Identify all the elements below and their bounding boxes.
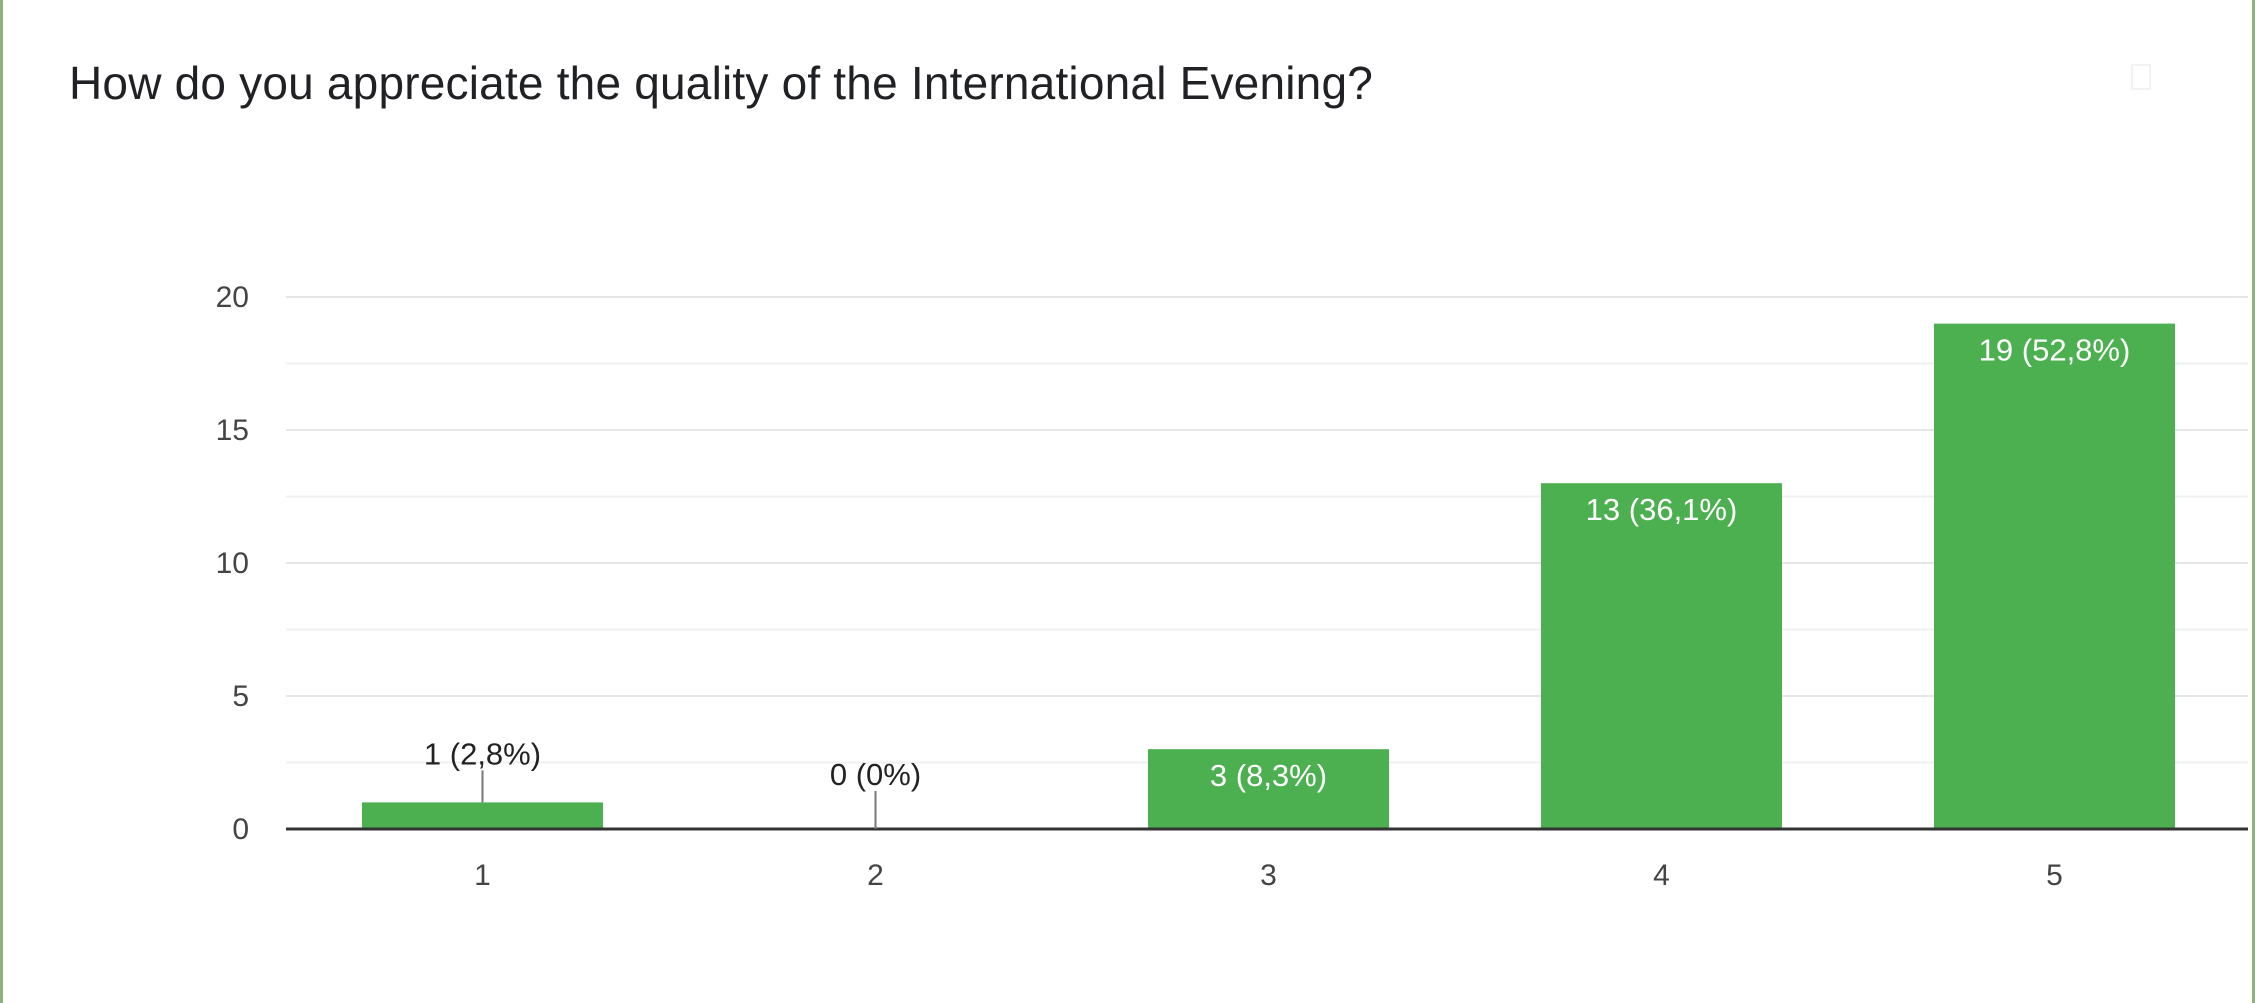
data-label: 13 (36,1%) (1586, 492, 1738, 527)
bars (362, 323, 2175, 829)
x-axis-ticks: 1 2 3 4 5 (474, 859, 2063, 892)
y-axis-ticks: 0 5 10 15 20 (216, 281, 249, 846)
data-label: 19 (52,8%) (1979, 333, 2131, 368)
bar-4[interactable] (1541, 483, 1782, 829)
gridlines (286, 296, 2248, 764)
x-tick-label: 5 (2046, 859, 2063, 892)
y-tick-label: 15 (216, 414, 249, 447)
y-tick-label: 20 (216, 281, 249, 314)
bar-5[interactable] (1934, 323, 2175, 829)
copy-chart-icon[interactable] (2131, 64, 2151, 90)
bar-3[interactable] (1148, 749, 1389, 829)
question-title: How do you appreciate the quality of the… (69, 57, 1374, 109)
x-tick-label: 3 (1260, 859, 1277, 892)
x-tick-label: 1 (474, 859, 491, 892)
data-labels: 1 (2,8%) 0 (0%) 3 (8,3%) 13 (36,1%) 19 (52,8… (424, 333, 2130, 829)
y-tick-label: 0 (232, 813, 249, 846)
x-tick-label: 4 (1653, 859, 1670, 892)
bar-chart: 0 5 10 15 20 1 2 3 4 5 1 (2,8%) 0 (0%) 3 (8,3%) 13 … (216, 281, 2248, 892)
y-tick-label: 5 (232, 680, 249, 713)
bar-1[interactable] (362, 802, 603, 829)
data-label: 1 (2,8%) (424, 736, 541, 771)
x-tick-label: 2 (867, 859, 884, 892)
y-tick-label: 10 (216, 547, 249, 580)
data-label: 3 (8,3%) (1210, 758, 1327, 793)
data-label: 0 (0%) (830, 757, 921, 792)
